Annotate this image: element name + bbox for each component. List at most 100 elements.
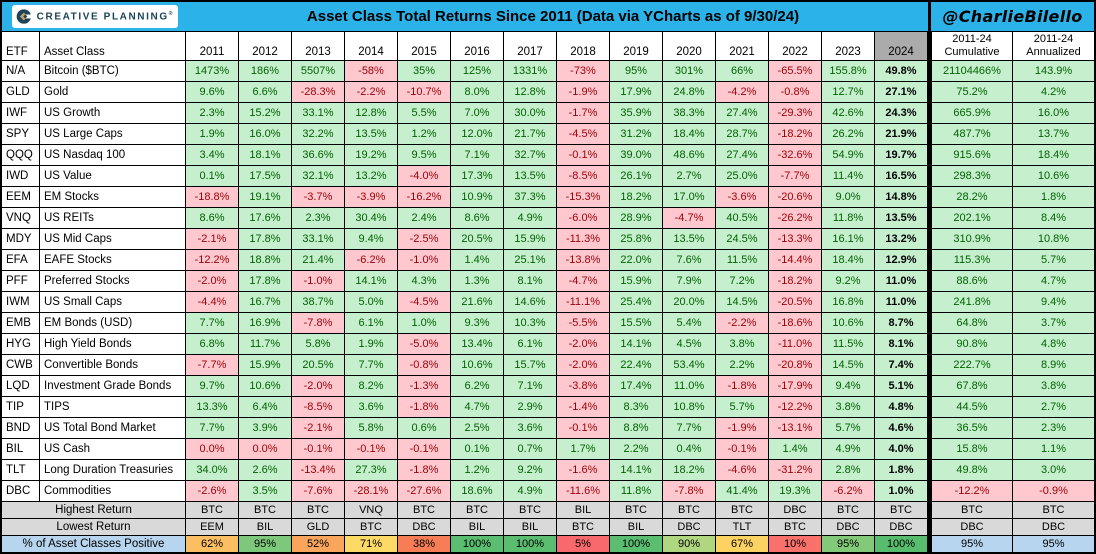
return-cell-LQD-2014: 8.2% <box>345 376 397 396</box>
return-cell-QQQ-2022: -32.6% <box>769 145 821 165</box>
return-cell-SPY-2023: 26.2% <box>822 124 874 144</box>
return-cell-BND-2021: -1.9% <box>716 418 768 438</box>
return-cell-IWM-2016: 21.6% <box>451 292 503 312</box>
section-divider <box>928 61 931 81</box>
return-cell-MDY-2024: 13.2% <box>875 229 927 249</box>
annualized-cell-MDY: 10.8% <box>1013 229 1094 249</box>
etf-cell: IWM <box>2 292 39 312</box>
cumulative-cell-PFF: 88.6% <box>932 271 1012 291</box>
return-cell-CWB-2013: 20.5% <box>292 355 344 375</box>
annualized-cell-VNQ: 8.4% <box>1013 208 1094 228</box>
return-cell-BND-2015: 0.6% <box>398 418 450 438</box>
annualized-cell-EFA: 5.7% <box>1013 250 1094 270</box>
cumulative-cell-CWB: 222.7% <box>932 355 1012 375</box>
lowest-return-2024: DBC <box>875 519 927 535</box>
return-cell-DBC-2019: 11.8% <box>610 481 662 501</box>
return-cell-EFA-2020: 7.6% <box>663 250 715 270</box>
return-cell-EMB-2024: 8.7% <box>875 313 927 333</box>
return-cell-N/A-2023: 155.8% <box>822 61 874 81</box>
etf-cell: TLT <box>2 460 39 480</box>
etf-cell: BIL <box>2 439 39 459</box>
return-cell-VNQ-2013: 2.3% <box>292 208 344 228</box>
return-cell-GLD-2016: 8.0% <box>451 82 503 102</box>
return-cell-DBC-2023: -6.2% <box>822 481 874 501</box>
cumulative-cell-TIP: 44.5% <box>932 397 1012 417</box>
return-cell-GLD-2013: -28.3% <box>292 82 344 102</box>
pct-positive-2023: 95% <box>822 536 874 552</box>
return-cell-N/A-2014: -58% <box>345 61 397 81</box>
return-cell-VNQ-2024: 13.5% <box>875 208 927 228</box>
return-cell-BIL-2015: -0.1% <box>398 439 450 459</box>
pct-positive-2017: 100% <box>504 536 556 552</box>
return-cell-IWM-2018: -11.1% <box>557 292 609 312</box>
lowest-return-2019: BIL <box>610 519 662 535</box>
return-cell-N/A-2022: -65.5% <box>769 61 821 81</box>
return-cell-IWF-2019: 35.9% <box>610 103 662 123</box>
section-divider <box>928 536 931 552</box>
brand-logo: CREATIVE PLANNING® <box>12 5 178 28</box>
col-header-year-2018: 2018 <box>557 32 609 60</box>
lowest-return-2013: GLD <box>292 519 344 535</box>
return-cell-SPY-2019: 31.2% <box>610 124 662 144</box>
return-cell-IWD-2013: 32.1% <box>292 166 344 186</box>
cumulative-cell-DBC: -12.2% <box>932 481 1012 501</box>
return-cell-GLD-2019: 17.9% <box>610 82 662 102</box>
section-divider <box>928 313 931 333</box>
return-cell-MDY-2013: 33.1% <box>292 229 344 249</box>
asset-class-cell: TIPS <box>40 397 185 417</box>
return-cell-VNQ-2019: 28.9% <box>610 208 662 228</box>
asset-class-cell: Investment Grade Bonds <box>40 376 185 396</box>
return-cell-BND-2017: 3.6% <box>504 418 556 438</box>
asset-class-cell: US Cash <box>40 439 185 459</box>
return-cell-BIL-2020: 0.4% <box>663 439 715 459</box>
return-cell-N/A-2013: 5507% <box>292 61 344 81</box>
return-cell-SPY-2013: 32.2% <box>292 124 344 144</box>
return-cell-EFA-2018: -13.8% <box>557 250 609 270</box>
annualized-cell-LQD: 3.8% <box>1013 376 1094 396</box>
author-handle: @CharlieBilello <box>931 2 1094 31</box>
asset-class-cell: Bitcoin ($BTC) <box>40 61 185 81</box>
pct-positive-2012: 95% <box>239 536 291 552</box>
return-cell-LQD-2022: -17.9% <box>769 376 821 396</box>
return-cell-EMB-2015: 1.0% <box>398 313 450 333</box>
return-cell-EEM-2020: 17.0% <box>663 187 715 207</box>
col-header-year-2016: 2016 <box>451 32 503 60</box>
return-cell-LQD-2019: 17.4% <box>610 376 662 396</box>
annualized-cell-IWF: 16.0% <box>1013 103 1094 123</box>
cumulative-cell-EMB: 64.8% <box>932 313 1012 333</box>
return-cell-EFA-2017: 25.1% <box>504 250 556 270</box>
return-cell-TLT-2017: 9.2% <box>504 460 556 480</box>
return-cell-BND-2022: -13.1% <box>769 418 821 438</box>
return-cell-PFF-2018: -4.7% <box>557 271 609 291</box>
return-cell-PFF-2012: 17.8% <box>239 271 291 291</box>
section-divider <box>928 418 931 438</box>
return-cell-GLD-2011: 9.6% <box>186 82 238 102</box>
return-cell-IWD-2022: -7.7% <box>769 166 821 186</box>
return-cell-BIL-2016: 0.1% <box>451 439 503 459</box>
return-cell-LQD-2021: -1.8% <box>716 376 768 396</box>
return-cell-TIP-2023: 3.8% <box>822 397 874 417</box>
pct-positive-2018: 5% <box>557 536 609 552</box>
return-cell-SPY-2021: 28.7% <box>716 124 768 144</box>
return-cell-TIP-2022: -12.2% <box>769 397 821 417</box>
return-cell-EMB-2018: -5.5% <box>557 313 609 333</box>
annualized-cell-DBC: -0.9% <box>1013 481 1094 501</box>
return-cell-N/A-2015: 35% <box>398 61 450 81</box>
annualized-cell-QQQ: 18.4% <box>1013 145 1094 165</box>
lowest-return-2018: BTC <box>557 519 609 535</box>
chart-title: Asset Class Total Returns Since 2011 (Da… <box>306 8 800 25</box>
col-header-annualized: 2011-24 Annualized <box>1013 32 1094 60</box>
return-cell-SPY-2011: 1.9% <box>186 124 238 144</box>
return-cell-N/A-2017: 1331% <box>504 61 556 81</box>
return-cell-GLD-2024: 27.1% <box>875 82 927 102</box>
return-cell-SPY-2016: 12.0% <box>451 124 503 144</box>
section-divider <box>928 187 931 207</box>
annualized-cell-TIP: 2.7% <box>1013 397 1094 417</box>
asset-class-cell: US Growth <box>40 103 185 123</box>
return-cell-MDY-2012: 17.8% <box>239 229 291 249</box>
return-cell-PFF-2017: 8.1% <box>504 271 556 291</box>
lowest-return-2017: BIL <box>504 519 556 535</box>
etf-cell: MDY <box>2 229 39 249</box>
return-cell-HYG-2011: 6.8% <box>186 334 238 354</box>
return-cell-HYG-2020: 4.5% <box>663 334 715 354</box>
